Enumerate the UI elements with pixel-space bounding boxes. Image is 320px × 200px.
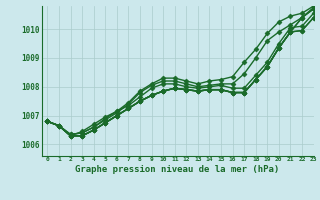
X-axis label: Graphe pression niveau de la mer (hPa): Graphe pression niveau de la mer (hPa)	[76, 165, 280, 174]
